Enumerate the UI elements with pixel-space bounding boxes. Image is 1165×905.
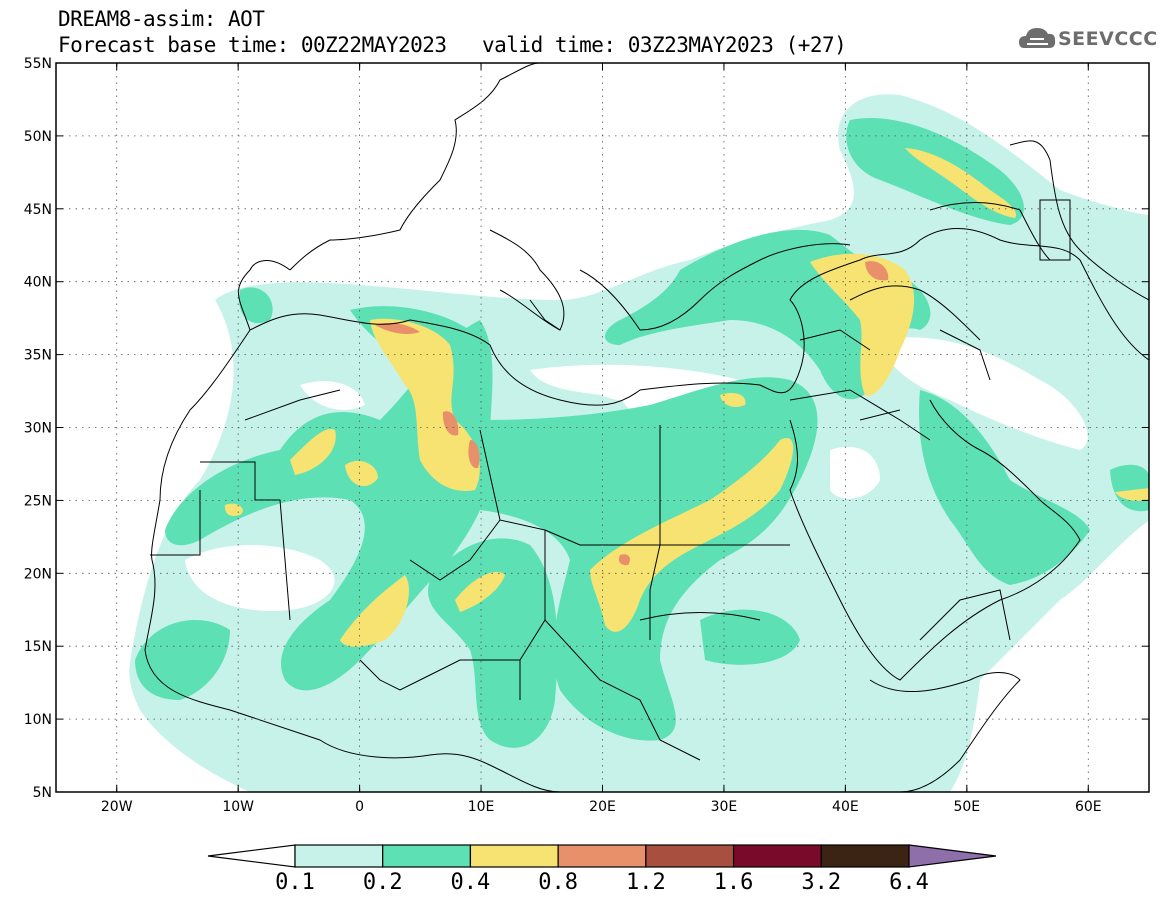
colorbar-level-label: 1.2 [626,870,666,895]
colorbar-level-label: 1.6 [714,870,754,895]
lon-tick-label: 0 [355,799,364,815]
lat-tick-label: 35N [24,348,52,364]
colorbar-box [732,844,822,868]
cloud-logo-icon [1019,28,1056,48]
map-title: DREAM8-assim: AOT [58,7,265,31]
lon-tick-label: 50E [953,799,980,815]
colorbar-under-triangle [207,844,296,868]
colorbar-box [382,844,472,868]
lon-tick-label: 20W [101,799,133,815]
colorbar-level-label: 0.8 [538,870,578,895]
lat-tick-label: 45N [24,202,52,218]
aot-field [129,94,1149,792]
aot-level-3 [224,148,1149,647]
colorbar-box [820,844,910,868]
colorbar-box [294,844,384,868]
forecast-base-time: Forecast base time: 00Z22MAY2023 [58,33,447,57]
colorbar-labels: 0.1 0.2 0.4 0.8 1.2 1.6 3.2 6.4 [275,870,929,895]
colorbar-level-label: 3.2 [801,870,841,895]
lat-tick-label: 5N [33,785,52,801]
lon-tick-label: 60E [1075,799,1102,815]
lat-tick-label: 15N [24,639,52,655]
aot-level-4 [375,261,889,566]
lat-tick-label: 10N [24,712,52,728]
lat-tick-label: 50N [24,129,52,145]
lon-tick-label: 40E [832,799,859,815]
colorbar-level-label: 0.1 [275,870,315,895]
colorbar-box [557,844,647,868]
lat-tick-label: 20N [24,566,52,582]
colorbar-level-label: 6.4 [889,870,929,895]
lat-tick-label: 55N [24,56,52,72]
lat-tick-label: 25N [24,493,52,509]
colorbar-level-label: 0.4 [451,870,491,895]
lon-tick-label: 20E [589,799,616,815]
logo-text: SEEVCCC [1058,28,1158,50]
latitude-ticks: 55N 50N 45N 40N 35N 30N 25N 20N 15N 10N 5N [24,56,1149,801]
colorbar [207,844,997,868]
coastlines [144,63,1149,792]
longitude-ticks: 20W 10W 0 10E 20E 30E 40E 50E 60E [101,63,1102,815]
colorbar-over-triangle [908,844,997,868]
graticule [56,63,1149,792]
valid-time: valid time: 03Z23MAY2023 (+27) [482,33,847,57]
lon-tick-label: 10E [468,799,495,815]
lat-tick-label: 30N [24,421,52,437]
lon-tick-label: 10W [222,799,254,815]
lat-tick-label: 40N [24,275,52,291]
lon-tick-label: 30E [711,799,738,815]
colorbar-box [645,844,735,868]
colorbar-level-label: 0.2 [363,870,403,895]
colorbar-box [469,844,559,868]
